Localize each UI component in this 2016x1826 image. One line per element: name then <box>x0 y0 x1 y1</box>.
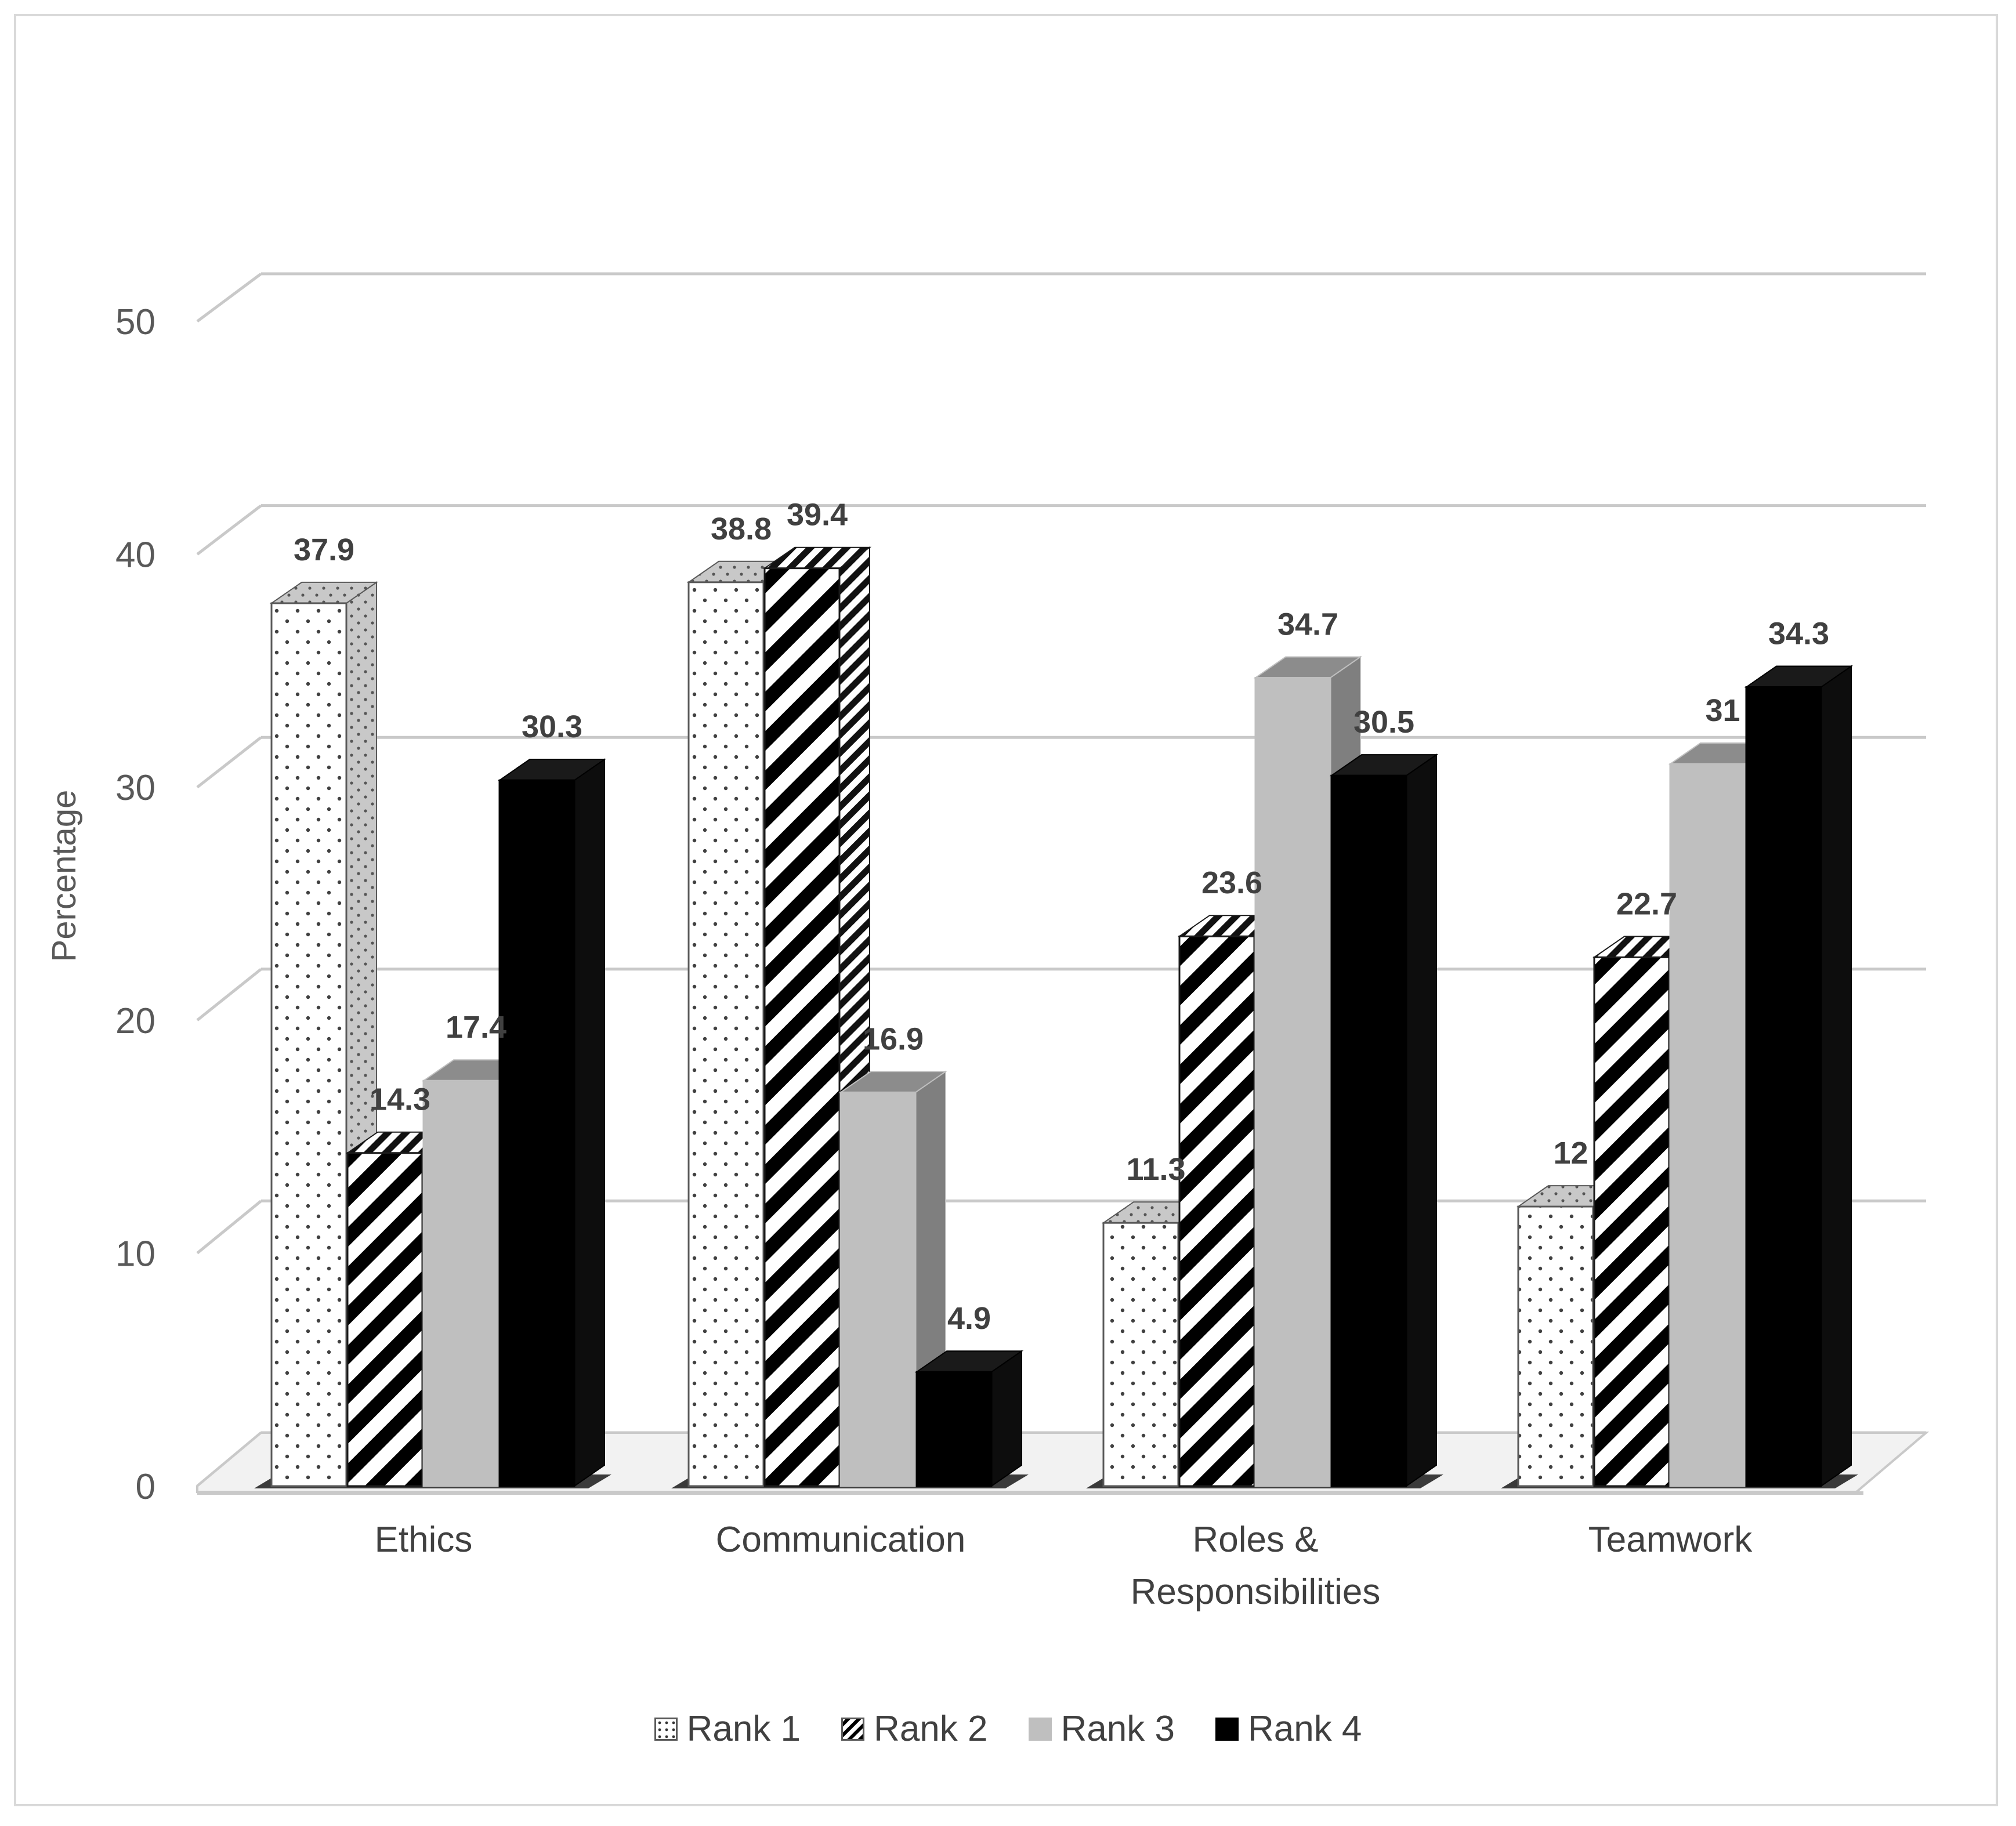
bars <box>269 546 1854 1487</box>
gridline-diagonal <box>196 736 262 789</box>
y-tick-label: 10 <box>115 1234 155 1274</box>
x-tick-label-line: Communication <box>716 1520 966 1560</box>
bar-front <box>1330 774 1407 1487</box>
y-tick-label: 40 <box>115 535 155 575</box>
data-label: 14.3 <box>370 1082 430 1117</box>
bar-front <box>915 1371 993 1487</box>
x-tick-label: Ethics <box>375 1520 473 1560</box>
x-tick-label-line: Teamwork <box>1588 1520 1753 1560</box>
y-axis-title: Percentage <box>45 790 83 962</box>
data-labels: 37.9 14.3 17.4 30.3 38.8 39.4 16.9 4.9 11.3 23.6 3… <box>294 498 1829 1336</box>
bar-side <box>1820 665 1852 1487</box>
bar <box>838 1070 948 1487</box>
x-tick-label-line: Ethics <box>375 1520 473 1560</box>
legend-swatch-rank-3 <box>1028 1717 1052 1741</box>
legend-label: Rank 2 <box>874 1709 988 1749</box>
x-tick-label: Teamwork <box>1588 1520 1753 1560</box>
floor-plane <box>196 1432 1930 1493</box>
y-tick-label: 30 <box>115 768 155 808</box>
bar-side <box>1406 753 1437 1487</box>
y-tick-label: 0 <box>136 1467 155 1507</box>
bar-side <box>574 758 605 1487</box>
data-label: 39.4 <box>787 498 848 532</box>
data-label: 12 <box>1553 1136 1588 1171</box>
bar-front <box>763 567 841 1487</box>
data-label: 11.3 <box>1126 1152 1185 1187</box>
bar-front <box>839 1091 917 1487</box>
data-label: 38.8 <box>711 512 772 546</box>
bar-front <box>1745 686 1822 1487</box>
bar-front <box>1669 763 1746 1487</box>
bar-side <box>991 1350 1022 1487</box>
data-label: 30.5 <box>1353 705 1414 740</box>
data-label: 4.9 <box>947 1301 991 1336</box>
bar-front <box>498 779 576 1487</box>
legend-item-rank-1: Rank 1 <box>654 1708 801 1749</box>
bar <box>914 1350 1024 1487</box>
x-tick-label: Communication <box>716 1520 966 1560</box>
bar-front <box>1593 956 1670 1487</box>
data-label: 34.3 <box>1768 617 1829 651</box>
data-label: 31 <box>1705 693 1740 728</box>
gridline-diagonal <box>196 504 262 556</box>
bar-front <box>1517 1205 1594 1487</box>
data-label: 23.6 <box>1201 865 1262 900</box>
legend-item-rank-4: Rank 4 <box>1215 1708 1362 1749</box>
bar <box>497 758 607 1487</box>
legend-label: Rank 1 <box>686 1709 801 1749</box>
bar-front <box>687 581 765 1487</box>
bar-front <box>1254 676 1331 1487</box>
axes: 0 10 20 30 40 50 Percentage Ethics Communication… <box>45 302 1863 1612</box>
gridline-diagonal <box>196 272 262 323</box>
bar <box>1329 753 1439 1487</box>
bar-front <box>422 1079 500 1487</box>
legend-item-rank-3: Rank 3 <box>1028 1708 1175 1749</box>
legend: Rank 1 Rank 2 Rank 3 Rank 4 <box>0 1708 2016 1749</box>
x-tick-label-line: Roles & <box>1192 1520 1318 1560</box>
data-label: 22.7 <box>1616 886 1677 921</box>
legend-label: Rank 3 <box>1061 1709 1175 1749</box>
legend-swatch-rank-2 <box>841 1717 865 1741</box>
chart-frame <box>14 14 1998 1806</box>
bar <box>1744 665 1854 1487</box>
gridline-diagonal <box>196 1200 262 1255</box>
legend-swatch-rank-4 <box>1215 1717 1239 1741</box>
x-tick-label: Roles & Responsibilities <box>1131 1520 1381 1612</box>
legend-label: Rank 4 <box>1247 1709 1362 1749</box>
legend-item-rank-2: Rank 2 <box>841 1708 988 1749</box>
data-label: 16.9 <box>863 1021 924 1056</box>
bar-front <box>1102 1222 1179 1487</box>
y-tick-label: 50 <box>115 302 155 342</box>
bar-front <box>1178 935 1255 1487</box>
data-label: 37.9 <box>294 532 354 567</box>
data-label: 30.3 <box>522 709 582 744</box>
y-tick-label: 20 <box>115 1001 155 1041</box>
data-label: 34.7 <box>1277 607 1338 642</box>
data-label: 17.4 <box>446 1010 506 1045</box>
gridline-diagonal <box>196 968 262 1021</box>
bar-front <box>346 1152 424 1487</box>
legend-swatch-rank-1 <box>654 1717 678 1741</box>
x-tick-label-line: Responsibilities <box>1131 1572 1381 1612</box>
bar-front <box>270 602 348 1487</box>
